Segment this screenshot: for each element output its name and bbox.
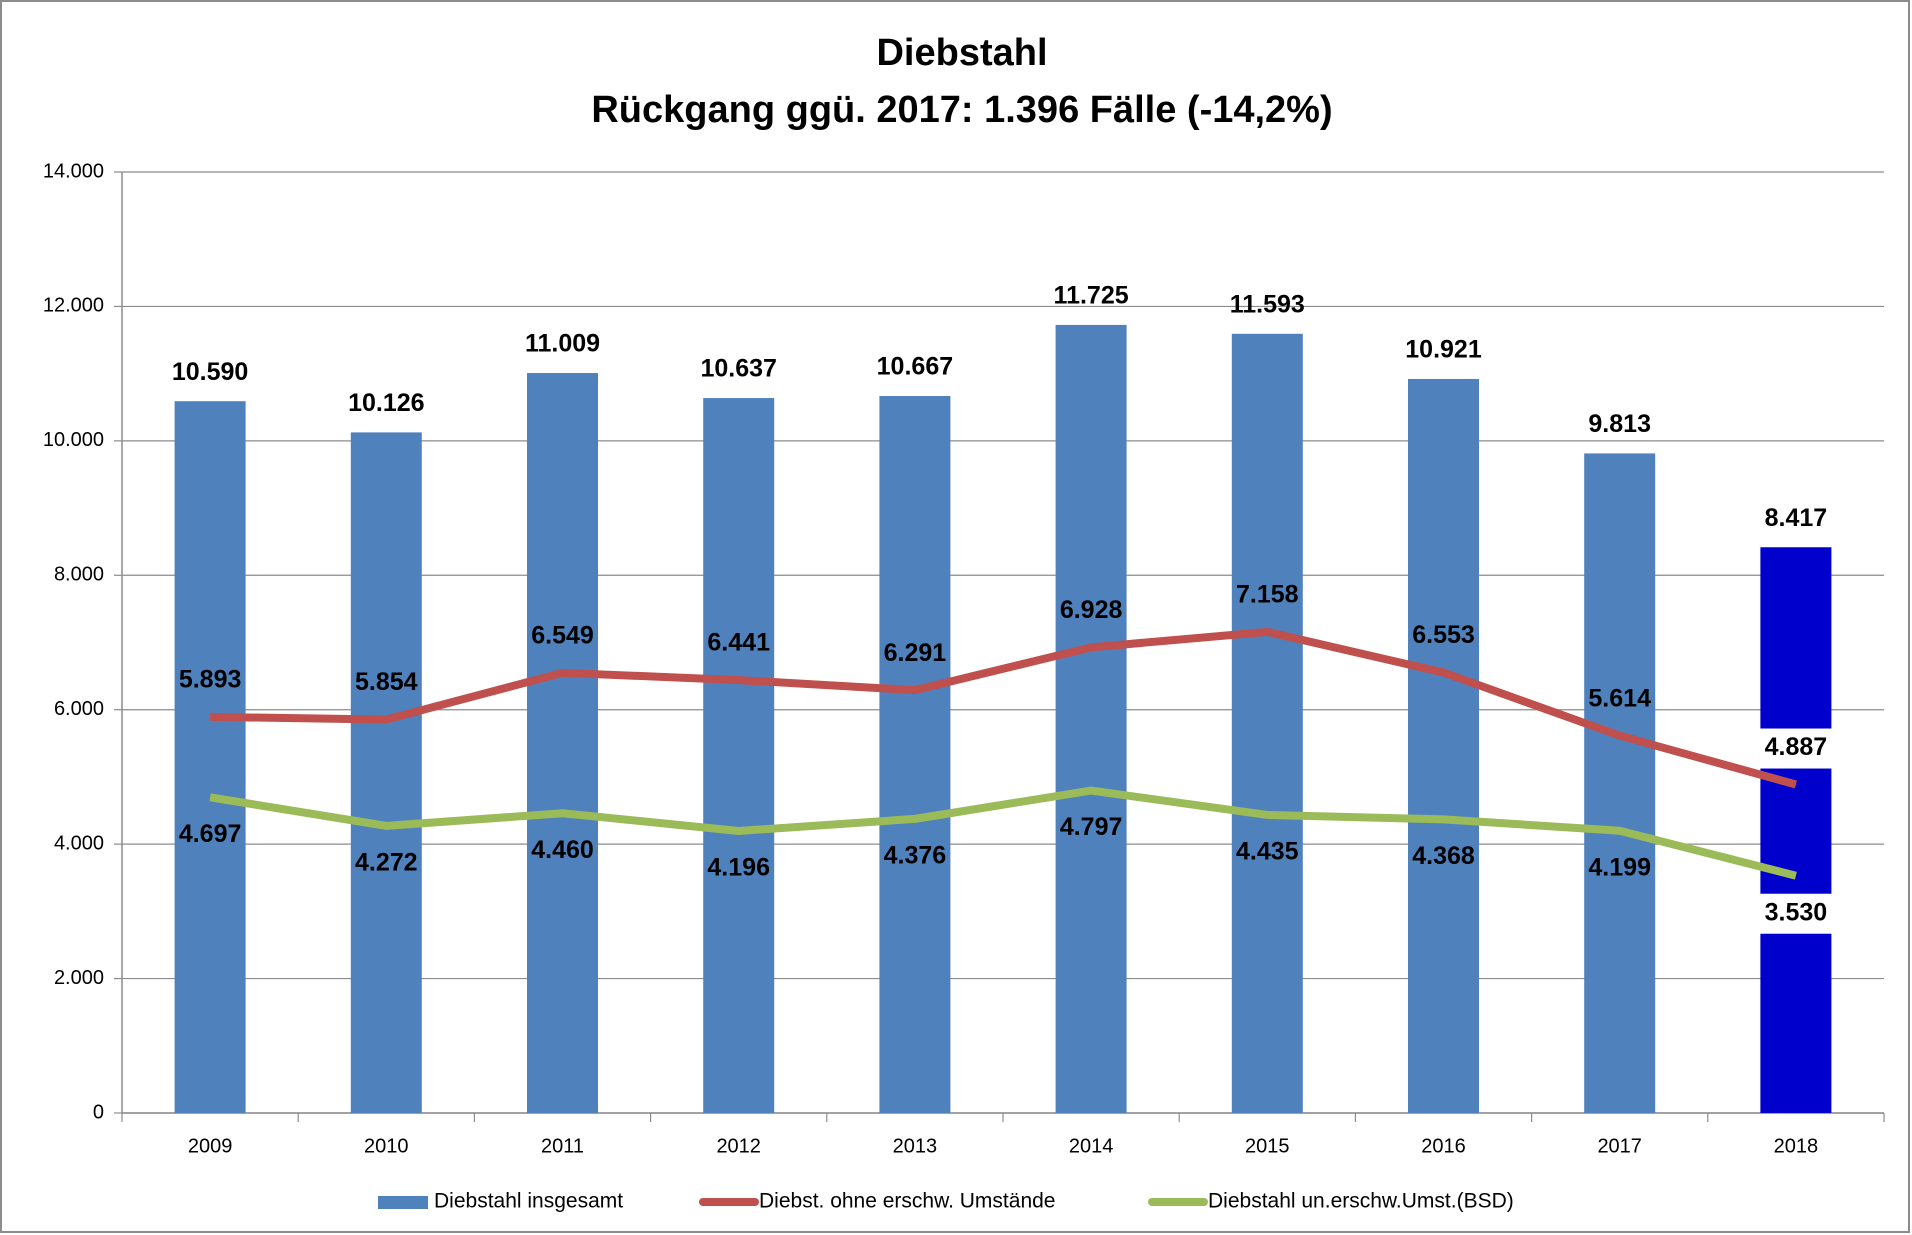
data-label: 10.921 xyxy=(1405,336,1482,364)
data-label: 5.854 xyxy=(355,668,418,696)
bar xyxy=(1584,453,1656,1113)
line xyxy=(210,627,1797,789)
data-label: 11.593 xyxy=(1230,290,1305,318)
data-label: 8.417 xyxy=(1765,504,1828,532)
y-tick-label: 8.000 xyxy=(54,564,104,586)
legend-label: Diebstahl insgesamt xyxy=(434,1190,623,1213)
bar xyxy=(1055,324,1127,1114)
x-tick-label: 2009 xyxy=(188,1135,233,1157)
y-tick-label: 6.000 xyxy=(54,698,104,720)
line xyxy=(209,786,1797,880)
data-label: 6.928 xyxy=(1060,596,1123,624)
data-label: 6.553 xyxy=(1412,621,1475,649)
data-label: 5.614 xyxy=(1588,684,1651,712)
y-tick-label: 12.000 xyxy=(43,295,104,317)
chart-title: Diebstahl xyxy=(876,32,1047,74)
y-tick-label: 2.000 xyxy=(54,967,104,989)
data-label: 3.530 xyxy=(1765,898,1828,926)
legend-label: Diebstahl un.erschw.Umst.(BSD) xyxy=(1208,1190,1514,1213)
legend-swatch xyxy=(378,1196,428,1209)
x-tick-label: 2013 xyxy=(893,1135,938,1157)
data-label: 6.549 xyxy=(531,621,594,649)
bar xyxy=(350,432,422,1113)
bar xyxy=(174,401,246,1114)
data-label: 6.291 xyxy=(884,639,947,667)
x-tick-label: 2017 xyxy=(1597,1135,1642,1157)
bar xyxy=(879,396,951,1113)
data-label: 10.667 xyxy=(877,353,953,381)
data-label: 4.199 xyxy=(1588,853,1651,881)
data-label: 4.196 xyxy=(707,854,770,882)
data-label: 10.590 xyxy=(172,358,248,386)
data-label: 4.376 xyxy=(884,841,947,869)
data-label: 7.158 xyxy=(1236,580,1299,608)
label-background xyxy=(1755,728,1836,769)
data-label: 11.725 xyxy=(1054,282,1129,310)
x-tick-label: 2015 xyxy=(1245,1135,1290,1157)
data-label: 4.697 xyxy=(179,820,242,848)
y-tick-label: 0 xyxy=(93,1101,104,1123)
legend-label: Diebst. ohne erschw. Umstände xyxy=(759,1190,1055,1213)
bar xyxy=(703,398,775,1114)
x-tick-label: 2016 xyxy=(1421,1135,1466,1157)
data-label: 6.441 xyxy=(707,629,770,657)
bar xyxy=(1231,333,1303,1113)
bar xyxy=(1408,378,1479,1114)
data-label: 11.009 xyxy=(525,330,600,358)
x-tick-label: 2011 xyxy=(541,1135,584,1157)
x-tick-label: 2018 xyxy=(1774,1135,1819,1157)
data-label: 5.893 xyxy=(179,666,242,694)
data-label: 10.637 xyxy=(700,355,776,383)
bar xyxy=(527,373,598,1113)
data-label: 9.813 xyxy=(1588,410,1651,438)
label-background xyxy=(1755,893,1836,934)
bar xyxy=(1760,547,1832,1113)
data-label: 10.126 xyxy=(348,389,424,417)
x-tick-label: 2014 xyxy=(1069,1135,1114,1157)
data-label: 4.435 xyxy=(1236,838,1299,866)
y-tick-label: 14.000 xyxy=(43,160,104,182)
data-label: 4.797 xyxy=(1060,813,1123,841)
y-tick-label: 4.000 xyxy=(54,832,104,854)
data-label: 4.368 xyxy=(1412,842,1475,870)
data-label: 4.460 xyxy=(531,836,594,864)
y-tick-label: 10.000 xyxy=(43,429,104,451)
data-label: 4.272 xyxy=(355,848,418,876)
chart-subtitle: Rückgang ggü. 2017: 1.396 Fälle (-14,2%) xyxy=(591,89,1332,131)
x-tick-label: 2010 xyxy=(364,1135,409,1157)
x-tick-label: 2012 xyxy=(716,1135,761,1157)
data-label: 4.887 xyxy=(1765,733,1828,761)
